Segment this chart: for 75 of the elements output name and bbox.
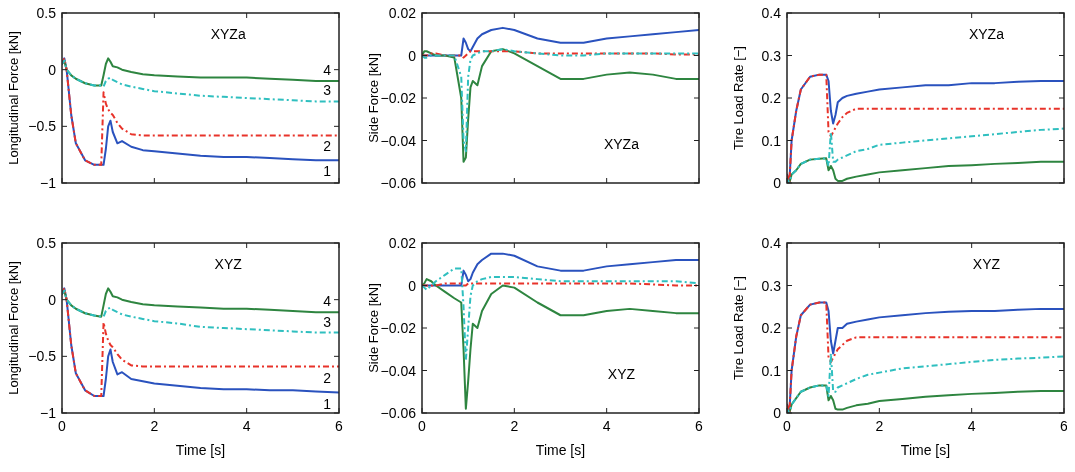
x-axis-title: Time [s] (175, 442, 226, 458)
line-series (787, 127, 1064, 183)
series-label: 4 (323, 62, 332, 78)
x-axis-title: Time [s] (900, 442, 951, 458)
x-tick-label: 4 (967, 418, 976, 434)
series-label: 3 (323, 313, 332, 330)
y-tick-label: 0.4 (761, 235, 782, 251)
series-label: 3 (323, 82, 332, 99)
series-label: 1 (323, 395, 332, 412)
series-label: 4 (323, 293, 332, 310)
annotation: XYZa (968, 25, 1005, 42)
y-tick-label: −0.5 (28, 118, 57, 135)
x-tick-label: 4 (242, 418, 251, 434)
y-tick-label: 0.5 (36, 5, 57, 21)
line-series (62, 57, 339, 87)
y-tick-label: −0.06 (380, 175, 417, 191)
y-tick-label: 0.02 (388, 5, 417, 21)
line-series (787, 384, 1064, 413)
series-label: 2 (323, 369, 332, 386)
x-tick-label: 2 (875, 418, 884, 434)
y-tick-label: 0.2 (761, 320, 782, 336)
y-tick-label: 0 (408, 47, 417, 64)
x-tick-label: 0 (783, 418, 792, 434)
y-tick-label: −0.02 (380, 90, 417, 106)
y-tick-label: 0 (773, 175, 782, 191)
annotation: XYZa (603, 136, 640, 152)
annotation: XYZ (972, 255, 1001, 272)
y-axis-title: Side Force [kN] (366, 283, 381, 373)
y-tick-label: −0.04 (380, 362, 417, 379)
line-series (62, 289, 339, 334)
x-tick-label: 4 (602, 418, 611, 434)
x-axis-title: Time [s] (535, 442, 586, 458)
line-series (62, 59, 339, 103)
annotation: XYZ (607, 366, 636, 382)
x-tick-label: 6 (695, 418, 704, 434)
x-tick-label: 0 (58, 418, 67, 434)
y-axis-title: Side Force [kN] (366, 53, 381, 143)
y-tick-label: 0.5 (36, 235, 57, 251)
series-label: 1 (323, 163, 332, 180)
y-tick-label: −1 (40, 405, 57, 421)
y-axis-title: Tire Load Rate [−] (731, 276, 746, 380)
line-series (787, 352, 1064, 413)
x-tick-label: 2 (150, 418, 159, 434)
y-tick-label: 0.1 (761, 362, 782, 379)
annotation: XYZa (210, 25, 246, 42)
x-tick-label: 6 (335, 418, 344, 434)
line-series (62, 57, 339, 166)
y-tick-label: 0.02 (388, 235, 417, 251)
y-tick-label: 0.1 (761, 132, 782, 149)
y-tick-label: 0.3 (761, 47, 782, 64)
y-tick-label: −1 (40, 175, 57, 191)
y-axis-title: Tire Load Rate [−] (731, 46, 746, 150)
y-axis-title: Longitudinal Force [kN] (6, 261, 21, 395)
annotation: XYZ (214, 255, 243, 272)
x-tick-label: 0 (418, 418, 427, 434)
y-tick-label: −0.5 (28, 348, 57, 365)
line-series (62, 287, 339, 318)
y-tick-label: 0.3 (761, 277, 782, 294)
line-series (422, 267, 699, 361)
line-series (62, 287, 339, 397)
y-tick-label: −0.04 (380, 132, 417, 149)
y-tick-label: 0 (408, 277, 417, 294)
line-series (422, 278, 699, 410)
x-tick-label: 6 (1060, 418, 1069, 434)
line-series (787, 157, 1064, 183)
y-tick-label: −0.02 (380, 320, 417, 336)
x-tick-label: 2 (510, 418, 519, 434)
y-tick-label: 0.4 (761, 5, 782, 21)
y-tick-label: 0 (773, 405, 782, 421)
y-tick-label: 0.2 (761, 90, 782, 106)
y-tick-label: −0.06 (380, 405, 417, 421)
y-tick-label: 0 (48, 291, 57, 308)
series-label: 2 (323, 138, 332, 155)
y-axis-title: Longitudinal Force [kN] (6, 31, 21, 165)
y-tick-label: 0 (48, 61, 57, 78)
